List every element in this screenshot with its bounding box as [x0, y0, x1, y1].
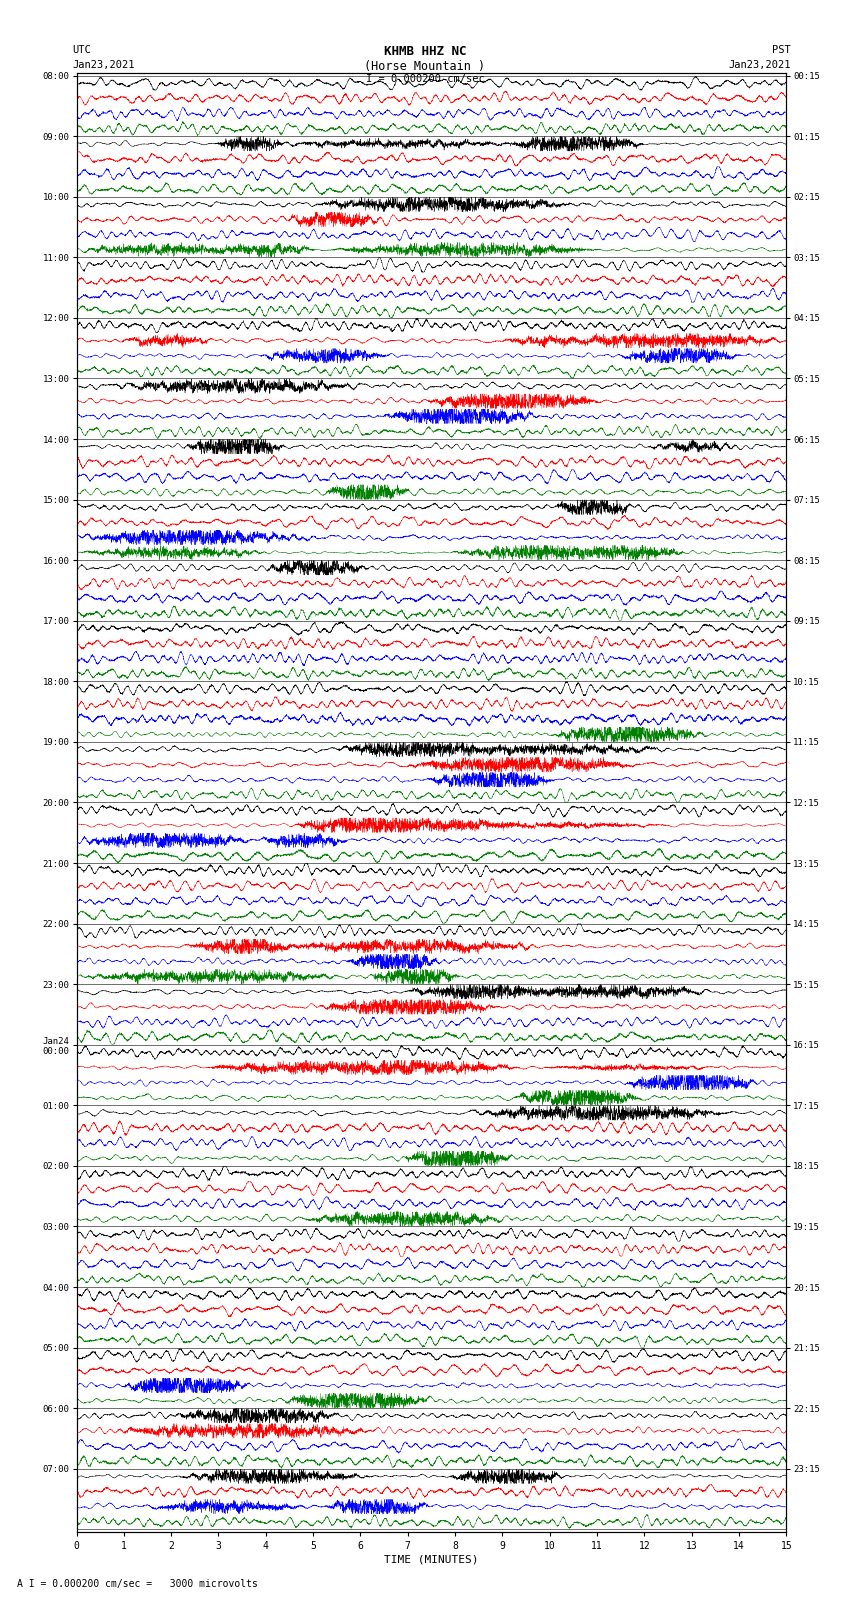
- Text: UTC: UTC: [72, 45, 91, 55]
- Text: (Horse Mountain ): (Horse Mountain ): [365, 60, 485, 73]
- Text: Jan23,2021: Jan23,2021: [728, 60, 791, 69]
- X-axis label: TIME (MINUTES): TIME (MINUTES): [384, 1555, 479, 1565]
- Text: I = 0.000200 cm/sec: I = 0.000200 cm/sec: [366, 74, 484, 84]
- Text: PST: PST: [772, 45, 791, 55]
- Text: Jan23,2021: Jan23,2021: [72, 60, 135, 69]
- Text: KHMB HHZ NC: KHMB HHZ NC: [383, 45, 467, 58]
- Text: A I = 0.000200 cm/sec =   3000 microvolts: A I = 0.000200 cm/sec = 3000 microvolts: [17, 1579, 258, 1589]
